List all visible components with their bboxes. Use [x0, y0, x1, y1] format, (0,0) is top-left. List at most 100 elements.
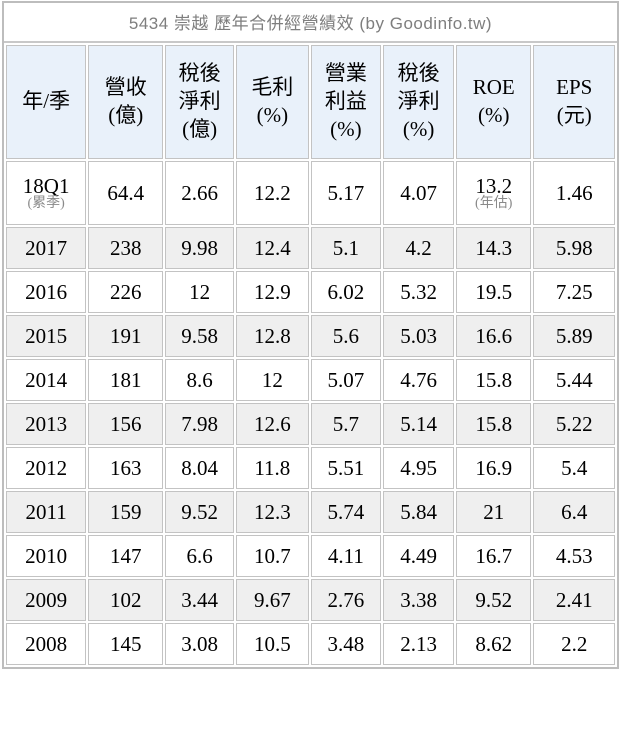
- cell-value: 16.7: [475, 543, 513, 568]
- performance-table: 年/季 營收 (億) 稅後 淨利 (億) 毛利 (%) 營業 利益 (%) 稅後 淨利 (%) ROE (%)…: [4, 43, 617, 667]
- cell-value: 9.58: [181, 323, 218, 348]
- gross-margin-cell: 12.3: [236, 491, 309, 533]
- revenue-cell: 191: [88, 315, 164, 357]
- eps-cell: 5.89: [533, 315, 615, 357]
- cell-value: 191: [109, 323, 142, 348]
- eps-cell: 5.44: [533, 359, 615, 401]
- cell-value: 4.07: [400, 180, 437, 205]
- cell-value: 159: [109, 499, 142, 524]
- net-margin-cell: 5.32: [383, 271, 454, 313]
- revenue-cell: 156: [88, 403, 164, 445]
- revenue-cell: 226: [88, 271, 164, 313]
- revenue-cell: 163: [88, 447, 164, 489]
- column-header-op-margin: 營業 利益 (%): [310, 45, 382, 159]
- roe-cell: 21: [455, 491, 532, 533]
- net-margin-cell: 4.2: [383, 227, 454, 269]
- net-margin-cell: 5.03: [383, 315, 454, 357]
- roe-cell: 16.7: [455, 535, 532, 577]
- cell-value: 2.76: [327, 587, 365, 612]
- cell-value: 12.2: [253, 180, 291, 205]
- cell-value: 5.84: [400, 499, 437, 524]
- period-cell: 2009: [6, 579, 87, 621]
- period-cell: 2015: [6, 315, 87, 357]
- cell-value: 5.51: [327, 455, 365, 480]
- net-margin-cell: 4.07: [383, 161, 454, 225]
- column-header-gross-margin: 毛利 (%): [236, 45, 309, 159]
- operating-margin-cell: 3.48: [310, 623, 382, 665]
- table-row: 2009 102 3.44 9.67 2.76 3.38 9.52 2.41: [6, 579, 615, 621]
- cell-value: 3.08: [181, 631, 218, 656]
- period-cell: 2017: [6, 227, 87, 269]
- gross-margin-cell: 11.8: [236, 447, 309, 489]
- net-margin-cell: 5.84: [383, 491, 454, 533]
- cell-value: 64.4: [107, 180, 145, 205]
- operating-margin-cell: 5.6: [310, 315, 382, 357]
- revenue-cell: 147: [88, 535, 164, 577]
- cell-value: 5.14: [400, 411, 437, 436]
- period-cell: 2012: [6, 447, 87, 489]
- net-margin-cell: 4.76: [383, 359, 454, 401]
- net-margin-cell: 4.95: [383, 447, 454, 489]
- table-row: 2014 181 8.6 12 5.07 4.76 15.8 5.44: [6, 359, 615, 401]
- operating-margin-cell: 5.7: [310, 403, 382, 445]
- table-row: 2010 147 6.6 10.7 4.11 4.49 16.7 4.53: [6, 535, 615, 577]
- cell-value: 2016: [25, 279, 68, 304]
- cell-value: 5.74: [327, 499, 365, 524]
- net-profit-cell: 9.98: [165, 227, 235, 269]
- cell-value: 16.6: [475, 323, 513, 348]
- cell-value: 5.22: [555, 411, 593, 436]
- gross-margin-cell: 12.6: [236, 403, 309, 445]
- net-profit-cell: 3.44: [165, 579, 235, 621]
- operating-margin-cell: 6.02: [310, 271, 382, 313]
- cell-value: 2013: [25, 411, 68, 436]
- net-profit-cell: 9.58: [165, 315, 235, 357]
- cell-value: 21: [483, 499, 505, 524]
- eps-cell: 4.53: [533, 535, 615, 577]
- cell-value: 12.8: [253, 323, 291, 348]
- gross-margin-cell: 12.8: [236, 315, 309, 357]
- cell-value: 102: [109, 587, 142, 612]
- cell-value: 2.2: [561, 631, 588, 656]
- cell-value: 3.38: [400, 587, 437, 612]
- cell-value: 4.95: [400, 455, 437, 480]
- cell-value: 8.04: [181, 455, 218, 480]
- cell-value: 2.66: [181, 180, 218, 205]
- cell-value: 2009: [25, 587, 68, 612]
- net-profit-cell: 8.6: [165, 359, 235, 401]
- cell-value: 5.32: [400, 279, 437, 304]
- net-margin-cell: 5.14: [383, 403, 454, 445]
- cell-value: 2012: [25, 455, 68, 480]
- cell-note: (年估): [475, 196, 513, 212]
- cell-value: 5.4: [561, 455, 588, 480]
- cell-value: 9.98: [181, 235, 218, 260]
- net-profit-cell: 9.52: [165, 491, 235, 533]
- gross-margin-cell: 12.4: [236, 227, 309, 269]
- cell-value: 12: [261, 367, 283, 392]
- net-margin-cell: 2.13: [383, 623, 454, 665]
- column-header-revenue: 營收 (億): [88, 45, 164, 159]
- cell-value: 2.13: [400, 631, 437, 656]
- period-cell: 2010: [6, 535, 87, 577]
- column-header-period: 年/季: [6, 45, 87, 159]
- cell-value: 4.49: [400, 543, 437, 568]
- cell-value: 12.3: [253, 499, 291, 524]
- cell-value: 12.4: [253, 235, 291, 260]
- roe-cell: 9.52: [455, 579, 532, 621]
- net-profit-cell: 2.66: [165, 161, 235, 225]
- cell-value: 16.9: [475, 455, 513, 480]
- net-margin-cell: 3.38: [383, 579, 454, 621]
- roe-cell: 16.6: [455, 315, 532, 357]
- cell-note: (累季): [27, 196, 65, 212]
- roe-cell: 19.5: [455, 271, 532, 313]
- performance-table-panel: 5434 崇越 歷年合併經營績效 (by Goodinfo.tw) 年/季 營收(…: [2, 1, 619, 669]
- table-row: 2017 238 9.98 12.4 5.1 4.2 14.3 5.98: [6, 227, 615, 269]
- cell-value: 3.48: [327, 631, 365, 656]
- cell-value: 5.07: [327, 367, 365, 392]
- column-header-eps: EPS (元): [533, 45, 615, 159]
- period-cell: 2011: [6, 491, 87, 533]
- eps-cell: 1.46: [533, 161, 615, 225]
- cell-value: 226: [109, 279, 142, 304]
- cell-value: 163: [109, 455, 142, 480]
- cell-value: 145: [109, 631, 142, 656]
- table-row: 2013 156 7.98 12.6 5.7 5.14 15.8 5.22: [6, 403, 615, 445]
